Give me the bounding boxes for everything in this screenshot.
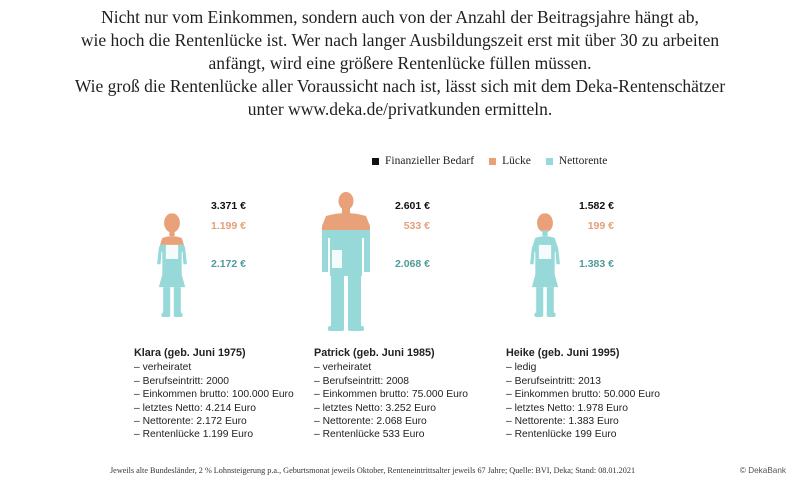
- intro-text: Nicht nur vom Einkommen, sondern auch vo…: [0, 6, 800, 121]
- person-name: Klara (geb. Juni 1975): [134, 347, 246, 359]
- detail-row: – Berufseintritt: 2000: [134, 375, 230, 387]
- detail-row: – Einkommen brutto: 100.000 Euro: [134, 389, 294, 401]
- detail-row: – Rentenlücke 1.199 Euro: [134, 429, 254, 441]
- detail-row: – Rentenlücke 199 Euro: [506, 429, 617, 441]
- person-card-patrick: Patrick (geb. Juni 1985) – verheiratet –…: [314, 347, 468, 442]
- footnote: Jeweils alte Bundesländer, 2 % Lohnsteig…: [110, 466, 636, 475]
- intro-line: wie hoch die Rentenlücke ist. Wer nach l…: [80, 30, 720, 50]
- copyright: © DekaBank: [739, 466, 786, 475]
- detail-row: – Berufseintritt: 2008: [314, 375, 410, 387]
- detail-row: – Einkommen brutto: 75.000 Euro: [314, 389, 468, 401]
- detail-row: – letztes Netto: 4.214 Euro: [134, 402, 256, 414]
- detail-row: – Einkommen brutto: 50.000 Euro: [506, 389, 660, 401]
- detail-row: – Nettorente: 1.383 Euro: [506, 416, 619, 428]
- detail-row: – Berufseintritt: 2013: [506, 375, 602, 387]
- legend-swatch: [545, 157, 553, 165]
- legend-item-bedarf: Finanzieller Bedarf: [372, 155, 474, 167]
- total-value: 1.582 €: [578, 200, 614, 212]
- detail-row: – Nettorente: 2.172 Euro: [134, 416, 247, 428]
- net-value: 2.068 €: [394, 258, 430, 270]
- net-value: 1.383 €: [578, 258, 614, 270]
- intro-line: Nicht nur vom Einkommen, sondern auch vo…: [101, 7, 699, 27]
- gap-value: 1.199 €: [210, 220, 246, 232]
- intro-line: Wie groß die Rentenlücke aller Voraussic…: [74, 76, 726, 96]
- legend-item-nettorente: Nettorente: [545, 155, 608, 167]
- detail-row: – Rentenlücke 533 Euro: [314, 429, 425, 441]
- detail-row: – letztes Netto: 1.978 Euro: [506, 402, 628, 414]
- legend: Finanzieller Bedarf Lücke Nettorente: [372, 155, 622, 167]
- legend-label: Lücke: [502, 155, 531, 167]
- person-name: Patrick (geb. Juni 1985): [314, 347, 435, 359]
- legend-item-luecke: Lücke: [489, 155, 531, 167]
- net-value: 2.172 €: [210, 258, 246, 270]
- person-card-klara: Klara (geb. Juni 1975) – verheiratet – B…: [134, 347, 294, 442]
- detail-row: – verheiratet: [134, 362, 192, 374]
- detail-row: – letztes Netto: 3.252 Euro: [314, 402, 436, 414]
- legend-label: Finanzieller Bedarf: [385, 155, 475, 167]
- detail-row: – ledig: [506, 362, 537, 374]
- detail-row: – verheiratet: [314, 362, 372, 374]
- person-name: Heike (geb. Juni 1995): [506, 347, 620, 359]
- legend-label: Nettorente: [558, 155, 608, 167]
- total-value: 3.371 €: [210, 200, 246, 212]
- intro-line: unter www.deka.de/privatkunden ermitteln…: [247, 99, 553, 119]
- man-figure-patrick: [318, 192, 374, 332]
- gap-value: 199 €: [587, 220, 614, 232]
- intro-line: anfängt, wird eine größere Rentenlücke f…: [208, 53, 592, 73]
- detail-row: – Nettorente: 2.068 Euro: [314, 416, 427, 428]
- legend-swatch: [372, 157, 379, 165]
- total-value: 2.601 €: [394, 200, 430, 212]
- gap-value: 533 €: [403, 220, 430, 232]
- person-card-heike: Heike (geb. Juni 1995) – ledig – Berufse…: [506, 347, 660, 442]
- legend-swatch: [489, 157, 497, 165]
